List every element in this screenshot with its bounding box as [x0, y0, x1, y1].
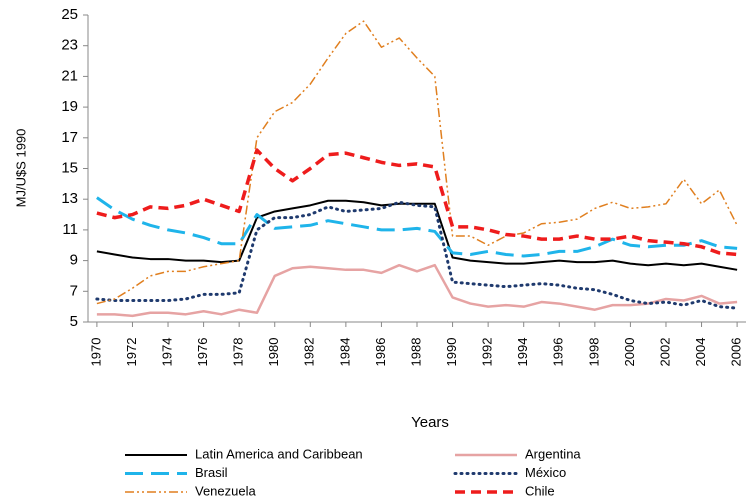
- x-tick-label: 1990: [444, 338, 459, 367]
- x-tick-label: 2004: [693, 338, 708, 367]
- series-line: [96, 148, 738, 257]
- legend-label: Argentina: [525, 446, 581, 461]
- x-tick-label: 1974: [159, 338, 174, 367]
- y-tick-label: 9: [70, 252, 78, 269]
- series-line: [96, 263, 738, 318]
- y-tick-label: 15: [61, 159, 78, 176]
- x-tick-label: 2000: [622, 338, 637, 367]
- x-tick-label: 2002: [657, 338, 672, 367]
- y-tick-label: 19: [61, 98, 78, 115]
- y-tick-label: 7: [70, 282, 78, 299]
- x-tick-label: 1970: [88, 338, 103, 367]
- x-tick-label: 1982: [302, 338, 317, 367]
- x-tick-label: 1984: [337, 338, 352, 367]
- legend-label: Venezuela: [195, 483, 256, 498]
- x-tick-label: 1994: [515, 338, 530, 367]
- y-axis-label: MJ/U$S 1990: [13, 129, 28, 208]
- x-tick-label: 1988: [408, 338, 423, 367]
- x-tick-label: 1986: [373, 338, 388, 367]
- y-tick-label: 23: [61, 37, 78, 54]
- x-tick-label: 1992: [480, 338, 495, 367]
- x-tick-label: 1976: [195, 338, 210, 367]
- y-tick-label: 25: [61, 6, 78, 23]
- series-line: [96, 196, 738, 258]
- x-tick-label: 1998: [586, 338, 601, 367]
- legend-label: Brasil: [195, 465, 228, 480]
- y-tick-label: 11: [62, 221, 78, 238]
- y-tick-label: 5: [70, 313, 78, 330]
- x-tick-label: 1972: [124, 338, 139, 367]
- legend-label: Chile: [525, 483, 555, 498]
- series-line: [96, 20, 738, 305]
- series-line: [96, 199, 738, 271]
- series-line: [95, 200, 739, 310]
- x-tick-label: 1996: [551, 338, 566, 367]
- x-tick-label: 1978: [231, 338, 246, 367]
- y-tick-label: 21: [61, 67, 78, 84]
- legend-label: México: [525, 465, 566, 480]
- y-tick-label: 17: [61, 129, 78, 146]
- x-tick-label: 1980: [266, 338, 281, 367]
- x-axis-label: Years: [411, 414, 449, 431]
- x-tick-label: 2006: [729, 338, 744, 367]
- legend-label: Latin America and Caribbean: [195, 446, 363, 461]
- y-tick-label: 13: [61, 190, 78, 207]
